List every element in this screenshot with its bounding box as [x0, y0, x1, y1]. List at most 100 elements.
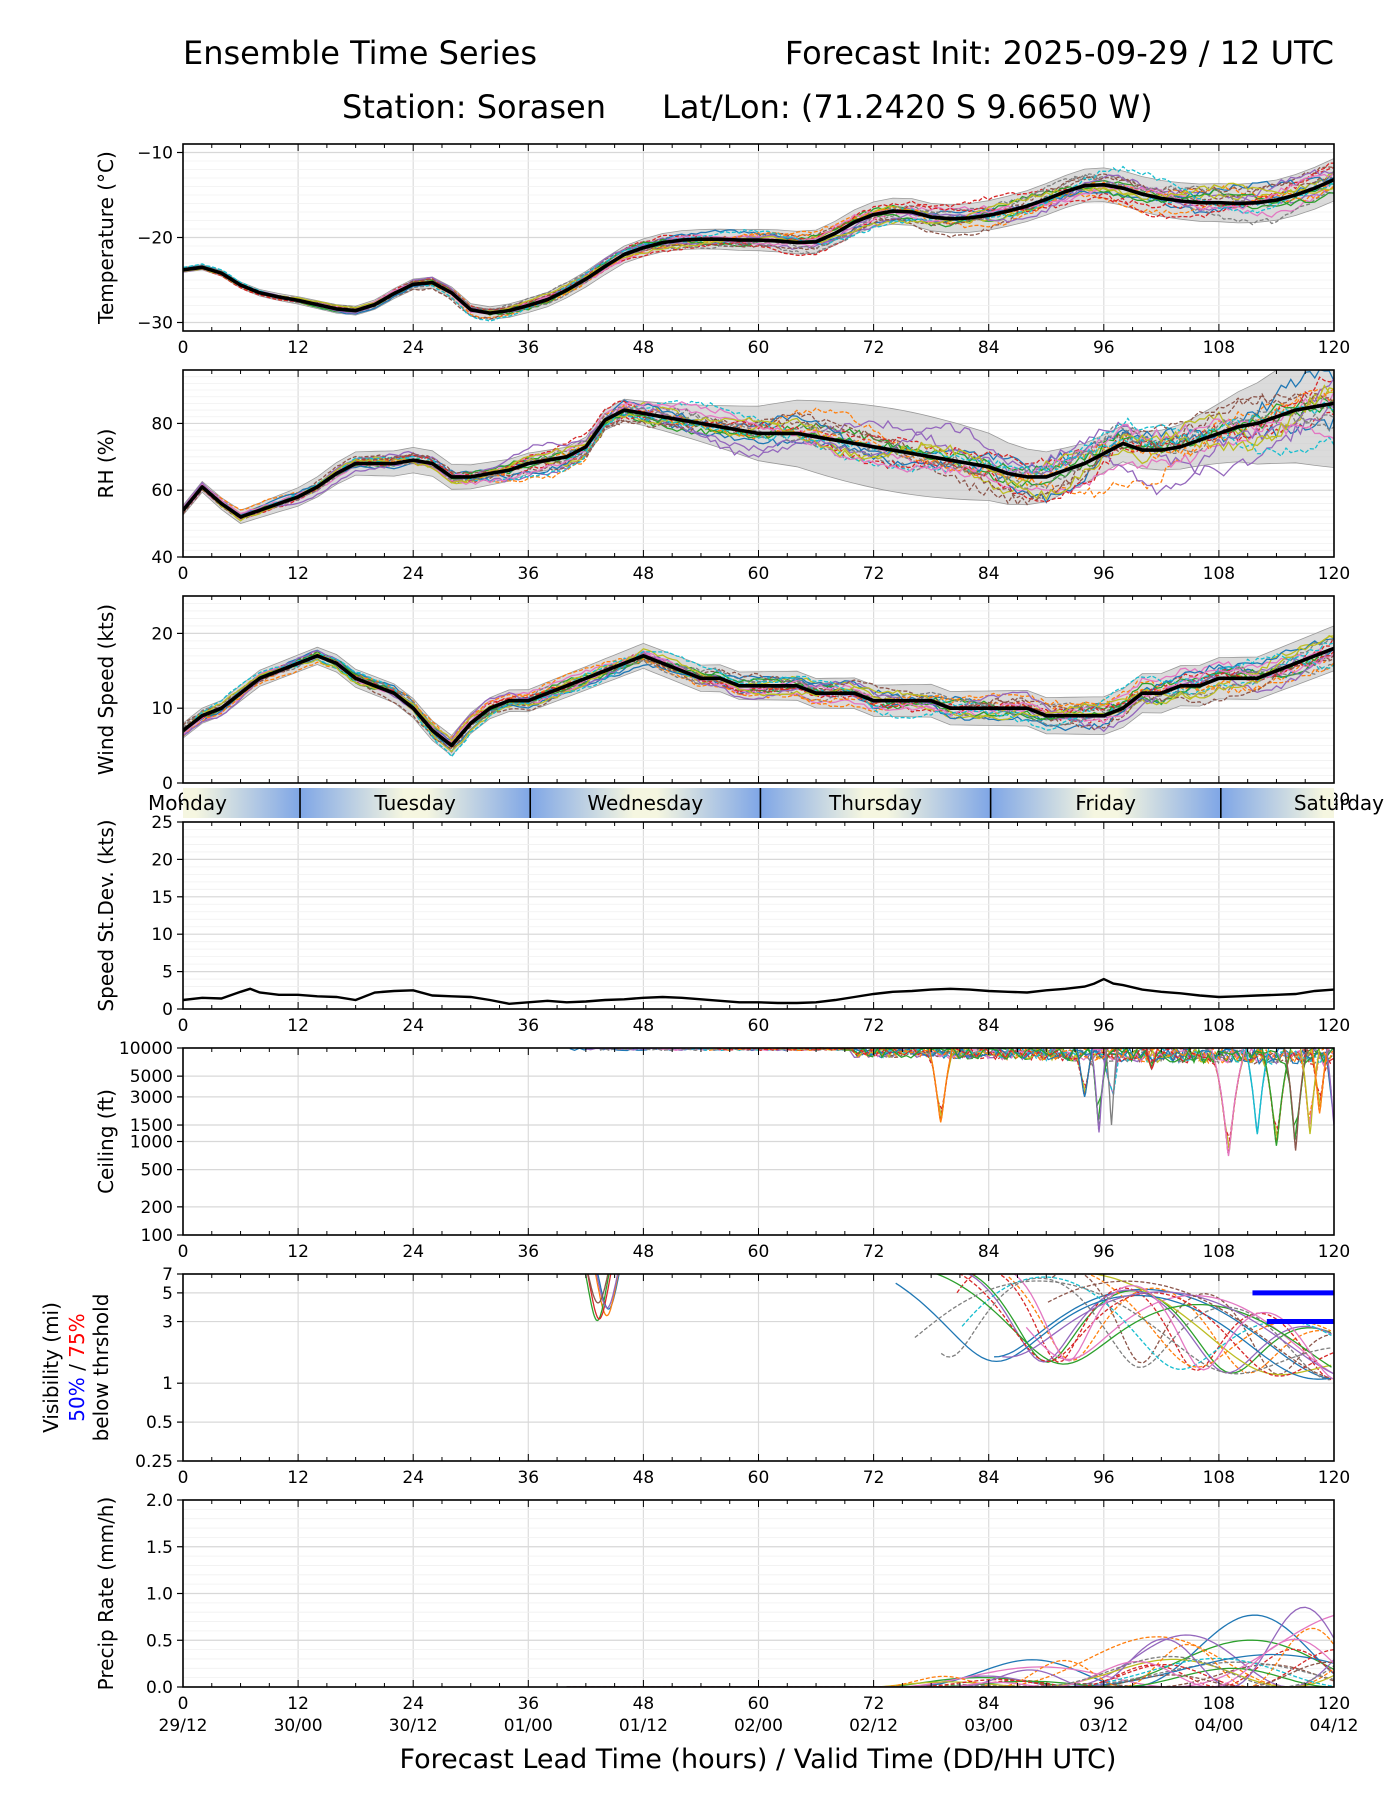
ceiling-dip-line	[1311, 1047, 1328, 1114]
y-tick-label: 0.5	[146, 1413, 173, 1433]
visibility-member-line	[1051, 1274, 1331, 1376]
x-tick-label: 48	[633, 338, 655, 358]
x-tick-label: 24	[402, 1468, 424, 1488]
ensemble-member-line	[183, 166, 1334, 315]
x-tick-label: 84	[978, 1016, 1000, 1036]
title-left: Ensemble Time Series	[183, 34, 537, 72]
precip-member-line	[566, 1648, 1334, 1687]
y-tick-label: 3	[162, 1313, 173, 1333]
x-tick-label: 0	[178, 1242, 189, 1262]
day-band-segment	[183, 788, 301, 818]
visibility-member-line	[1048, 1274, 1332, 1376]
ensemble-member-line	[183, 401, 1334, 517]
day-band-segment	[300, 788, 531, 818]
ceiling-dip-line	[1105, 1047, 1118, 1126]
ceiling-member-line	[717, 1047, 1332, 1143]
x-tick-label: 120	[1318, 1242, 1350, 1262]
visibility-member-line	[959, 1274, 1334, 1377]
y-tick-label: −20	[137, 229, 173, 249]
x-tick-label: 96	[1093, 1694, 1115, 1714]
visibility-member-line	[584, 1274, 610, 1322]
ceiling-member-line	[729, 1047, 1334, 1153]
valid-time-label: 04/12	[1310, 1716, 1359, 1736]
y-tick-label: 0.25	[135, 1452, 173, 1472]
ceiling-member-line	[834, 1046, 1334, 1141]
visibility-member-line	[1047, 1280, 1332, 1379]
x-tick-label: 12	[287, 338, 309, 358]
ceiling-dip-line	[1245, 1047, 1270, 1135]
visibility-member-line	[596, 1274, 619, 1309]
x-tick-label: 120	[1318, 1694, 1350, 1714]
ceiling-member-line	[599, 1046, 1334, 1148]
x-tick-label: 108	[1203, 338, 1235, 358]
x-tick-label: 36	[517, 1694, 539, 1714]
y-tick-label: 200	[141, 1198, 173, 1218]
day-band-segment	[1220, 788, 1335, 818]
precip-member-line	[566, 1655, 1334, 1687]
valid-time-label: 02/00	[734, 1716, 783, 1736]
x-tick-label: 36	[517, 564, 539, 584]
y-tick-label: 20	[151, 624, 173, 644]
ceiling-dip-line	[928, 1047, 953, 1123]
y-tick-label: 1	[162, 1374, 173, 1394]
precip-member-line	[566, 1606, 1334, 1687]
y-tick-label: −10	[137, 144, 173, 164]
y-axis-label: Speed St.Dev. (kts)	[94, 819, 118, 1011]
valid-time-label: 01/12	[619, 1716, 668, 1736]
panel-speed_stdev: 0 5 10 15 20 25 0 12 24 36 48 60 72 84 96 108 120 Speed S…	[94, 813, 1350, 1036]
x-tick-label: 60	[748, 1694, 770, 1714]
y-tick-label: 1000	[130, 1133, 173, 1153]
ensemble-member-line	[183, 179, 1334, 319]
ensemble-member-line	[183, 638, 1334, 746]
ensemble-mean-line	[183, 178, 1334, 315]
x-tick-label: 108	[1203, 564, 1235, 584]
precip-member-line	[566, 1614, 1334, 1687]
x-tick-label: 96	[1093, 338, 1115, 358]
valid-time-label: 30/00	[274, 1716, 323, 1736]
x-tick-label: 12	[287, 1468, 309, 1488]
ceiling-dip-line	[1145, 1047, 1159, 1071]
ceiling-dip-line	[1076, 1047, 1093, 1098]
label-75pct: 75%	[65, 1313, 89, 1357]
y-tick-label: 2.0	[146, 1491, 173, 1511]
x-tick-label: 120	[1318, 338, 1350, 358]
y-axis-label: Visibility (mi)	[39, 1302, 63, 1433]
x-tick-label: 12	[287, 1694, 309, 1714]
label-sep: /	[65, 1358, 89, 1377]
x-tick-label: 24	[402, 1694, 424, 1714]
ensemble-member-line	[183, 172, 1334, 315]
y-tick-label: 80	[151, 414, 173, 434]
y-tick-label: 10	[151, 699, 173, 719]
series-group	[584, 1274, 1334, 1381]
visibility-member-line	[935, 1274, 1332, 1368]
ceiling-dip-line	[1299, 1047, 1321, 1135]
ceiling-dip-line	[1090, 1047, 1108, 1133]
x-tick-label: 0	[178, 1694, 189, 1714]
x-tick-label: 108	[1203, 1468, 1235, 1488]
ceiling-member-line	[691, 1046, 1330, 1134]
valid-time-label: 29/12	[159, 1716, 208, 1736]
x-tick-label: 24	[402, 338, 424, 358]
ensemble-member-line	[183, 653, 1334, 738]
ensemble-member-line	[183, 406, 1334, 517]
x-tick-label: 96	[1093, 1016, 1115, 1036]
y-tick-label: 5	[162, 963, 173, 983]
y-tick-label: 25	[151, 813, 173, 833]
ensemble-member-line	[183, 650, 1334, 758]
precip-member-line	[566, 1627, 1334, 1687]
y-axis-label-pct: 50% / 75%	[65, 1313, 89, 1421]
x-tick-label: 72	[863, 338, 885, 358]
panel-precip_rate: 0.0 0.5 1.0 1.5 2.0 0 12 24 36 48 60 72 84 96 108 120 Pr…	[94, 1491, 1350, 1714]
ensemble-member-line	[183, 653, 1334, 750]
x-tick-label: 72	[863, 1694, 885, 1714]
label-50pct: 50%	[65, 1377, 89, 1421]
x-tick-label: 108	[1203, 1242, 1235, 1262]
y-tick-label: 1.0	[146, 1585, 173, 1605]
series-group	[569, 1046, 1334, 1157]
x-tick-label: 84	[978, 1694, 1000, 1714]
x-tick-label: 0	[178, 1468, 189, 1488]
x-tick-label: 120	[1318, 564, 1350, 584]
visibility-member-line	[895, 1282, 1333, 1380]
series-group	[183, 158, 1334, 322]
